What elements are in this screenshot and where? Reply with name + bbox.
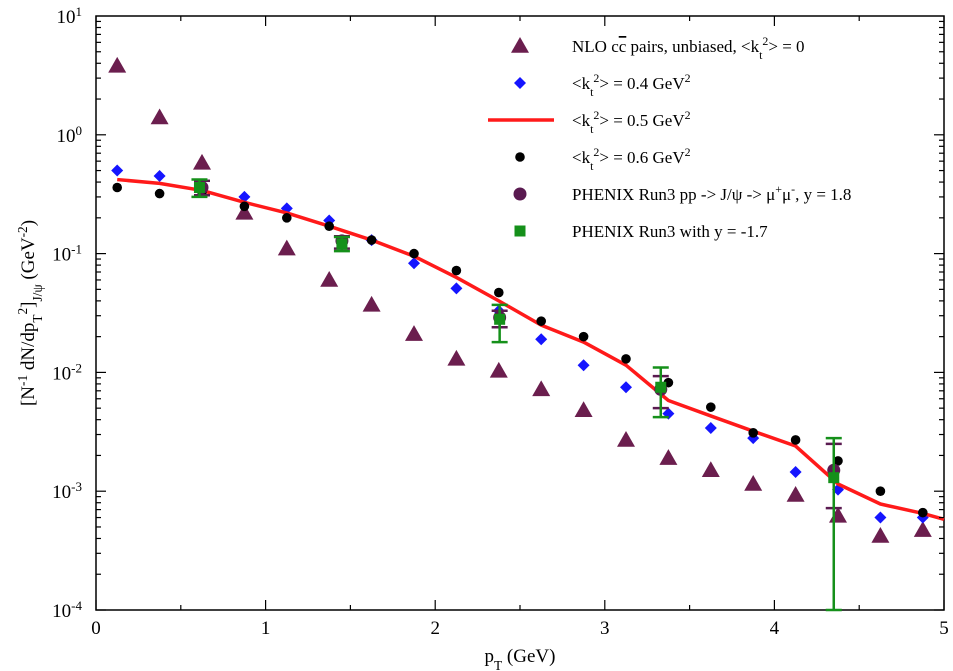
legend-item-4: PHENIX Run3 pp -> J/ψ -> μ+μ-, y = 1.8 [513, 182, 851, 204]
data-point [875, 486, 886, 497]
data-point [532, 380, 551, 397]
legend-label: <kt2> = 0.6 GeV2 [572, 145, 691, 173]
legend-item-1: <kt2> = 0.4 GeV2 [514, 71, 691, 99]
data-point [871, 526, 890, 543]
data-point [828, 472, 840, 484]
data-point [790, 435, 801, 445]
data-point [235, 203, 254, 220]
legend-label: PHENIX Run3 with y = -1.7 [572, 222, 768, 241]
legend-label: <kt2> = 0.5 GeV2 [572, 108, 691, 136]
data-point [621, 354, 631, 364]
data-point [408, 257, 420, 270]
data-point [706, 402, 716, 412]
data-point [786, 485, 805, 502]
data-point [154, 188, 165, 199]
legend-label: NLO cc pairs, unbiased, <kt2> = 0 [572, 34, 805, 62]
legend-swatch [511, 37, 529, 53]
data-point [913, 521, 932, 537]
data-point [494, 287, 504, 298]
legend-swatch [515, 152, 525, 162]
data-point [744, 474, 763, 491]
data-point [193, 182, 205, 194]
x-tick-label: 2 [430, 618, 440, 639]
series-layer [108, 56, 945, 612]
y-tick-label: 100 [57, 122, 83, 147]
x-tick-label: 4 [770, 618, 780, 639]
axes-layer: 0 1 2 3 4 5 10-4 10-3 10-2 10-1 100 101 pT (GeV) [N-1… [15, 4, 949, 671]
data-point [918, 507, 928, 518]
x-tick-label: 3 [600, 618, 610, 639]
data-point [748, 428, 758, 438]
data-point [320, 270, 339, 287]
y-tick-label: 101 [57, 4, 83, 29]
data-point [916, 511, 929, 524]
legend-item-2: <kt2> = 0.5 GeV2 [488, 108, 691, 136]
data-point [277, 239, 296, 256]
data-point [447, 349, 466, 366]
x-tick-label: 5 [939, 618, 949, 639]
legend-label: PHENIX Run3 pp -> J/ψ -> μ+μ-, y = 1.8 [572, 182, 851, 204]
data-point [874, 511, 887, 524]
series-1 [111, 164, 929, 524]
legend-item-0: NLO cc pairs, unbiased, <kt2> = 0 [511, 34, 805, 62]
data-point [833, 456, 843, 466]
series-line [117, 177, 945, 521]
data-point [578, 331, 589, 342]
data-point [451, 265, 462, 276]
data-point [108, 56, 127, 73]
data-point [150, 108, 169, 125]
x-axis-title: pT (GeV) [485, 646, 556, 671]
data-point [362, 295, 381, 312]
data-point [336, 238, 348, 250]
data-point [789, 466, 802, 479]
legend-swatch [514, 77, 526, 89]
data-point [282, 213, 292, 223]
data-point [659, 449, 678, 465]
data-point [704, 422, 717, 435]
series-5 [191, 178, 842, 612]
series-0 [108, 56, 932, 543]
y-tick-label: 10-3 [52, 479, 82, 504]
data-point [366, 235, 377, 245]
y-tick-label: 10-2 [52, 360, 82, 385]
data-point [239, 201, 250, 212]
data-point [701, 461, 720, 478]
data-point [494, 313, 506, 325]
data-point [617, 430, 635, 447]
legend-item-3: <kt2> = 0.6 GeV2 [515, 145, 691, 173]
data-point [535, 333, 548, 346]
legend-swatch [513, 187, 527, 201]
y-tick-label: 10-4 [52, 598, 82, 623]
x-tick-label: 0 [91, 618, 101, 639]
data-point [112, 182, 122, 193]
data-point [324, 221, 335, 232]
data-point [409, 248, 419, 259]
data-point [655, 381, 667, 393]
legend-swatch [514, 225, 526, 237]
y-tick-label: 10-1 [52, 241, 82, 266]
legend-label: <kt2> = 0.4 GeV2 [572, 71, 691, 99]
data-point [489, 361, 508, 378]
series-2 [117, 177, 945, 521]
data-point [620, 381, 632, 394]
data-point [577, 359, 590, 372]
data-point [111, 164, 124, 177]
data-point [405, 325, 423, 341]
y-axis-title: [N-1 dN/dpT2]J/ψ (GeV-2) [15, 220, 45, 406]
data-point [153, 169, 166, 182]
data-point [536, 316, 546, 326]
legend: NLO cc pairs, unbiased, <kt2> = 0 <kt2> =… [488, 34, 851, 241]
data-point [450, 282, 463, 295]
x-tick-label: 1 [261, 618, 271, 639]
legend-item-5: PHENIX Run3 with y = -1.7 [514, 222, 768, 241]
data-point [193, 153, 211, 170]
data-point [574, 401, 593, 418]
